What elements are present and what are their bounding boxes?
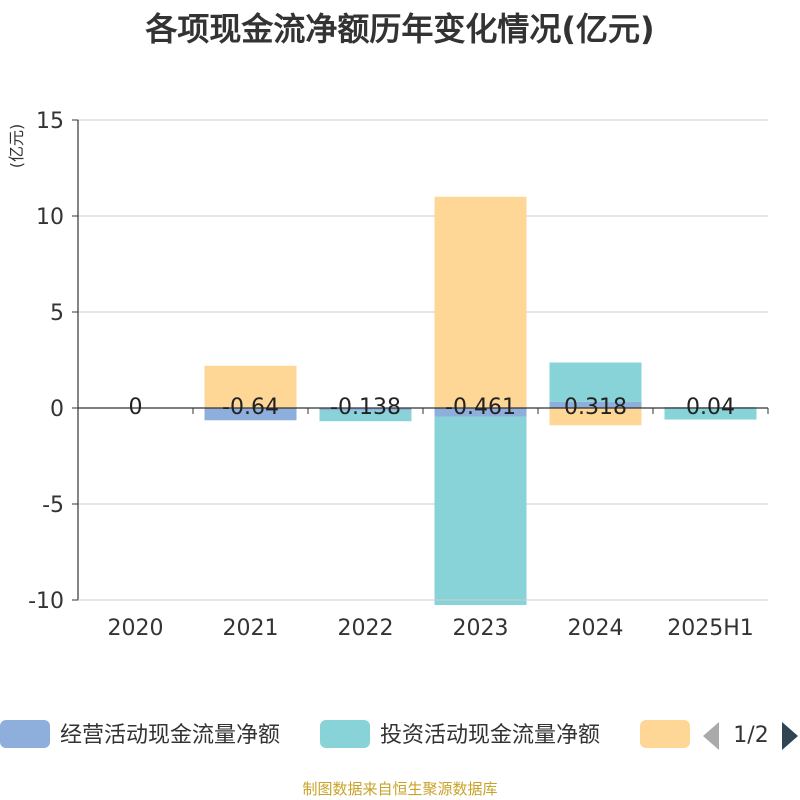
bar-series3-2024 <box>549 408 642 426</box>
legend-prev-icon[interactable] <box>703 722 719 750</box>
bar-series2-2024 <box>549 362 642 402</box>
bar-series3-2021 <box>204 365 297 408</box>
data-label: 0.318 <box>564 395 627 420</box>
y-tick-label: 10 <box>36 205 64 230</box>
data-label: -0.64 <box>222 395 279 420</box>
legend-label: 经营活动现金流量净额 <box>60 723 280 748</box>
legend-page-indicator: 1/2 <box>733 723 768 748</box>
data-label: 0 <box>129 395 143 420</box>
legend-next-icon[interactable] <box>782 722 798 750</box>
bar-series1-2021 <box>204 408 297 421</box>
x-tick-label: 2024 <box>568 616 624 641</box>
y-tick-label: 5 <box>50 301 64 326</box>
bar-series3-2023 <box>434 196 527 408</box>
y-axis-label: (亿元) <box>7 124 26 169</box>
x-tick-label: 2020 <box>108 616 164 641</box>
source-note: 制图数据来自恒生聚源数据库 <box>302 780 498 798</box>
legend-label: 投资活动现金流量净额 <box>380 723 600 748</box>
bar-series2-2025H1 <box>664 408 757 420</box>
y-tick-label: 0 <box>50 397 64 422</box>
x-tick-label: 2025H1 <box>667 616 754 641</box>
x-tick-label: 2021 <box>223 616 279 641</box>
bar-series1-2024 <box>549 401 642 408</box>
chart-title: 各项现金流净额历年变化情况(亿元) <box>145 10 655 48</box>
legend-swatch-series3 <box>640 720 690 748</box>
x-tick-label: 2022 <box>338 616 394 641</box>
y-tick-label: 15 <box>36 109 64 134</box>
bar-series2-2023 <box>434 416 527 606</box>
data-label: 0.04 <box>686 395 735 420</box>
data-label: -0.138 <box>330 395 401 420</box>
data-label: -0.461 <box>445 395 516 420</box>
bar-series2-2022 <box>319 410 412 422</box>
legend-swatch-series2 <box>320 720 370 748</box>
y-tick-label: -10 <box>28 589 64 614</box>
x-tick-label: 2023 <box>453 616 509 641</box>
bar-series1-2022 <box>319 408 412 411</box>
y-tick-label: -5 <box>42 493 64 518</box>
legend-swatch-series1 <box>0 720 50 748</box>
bar-series1-2023 <box>434 408 527 417</box>
